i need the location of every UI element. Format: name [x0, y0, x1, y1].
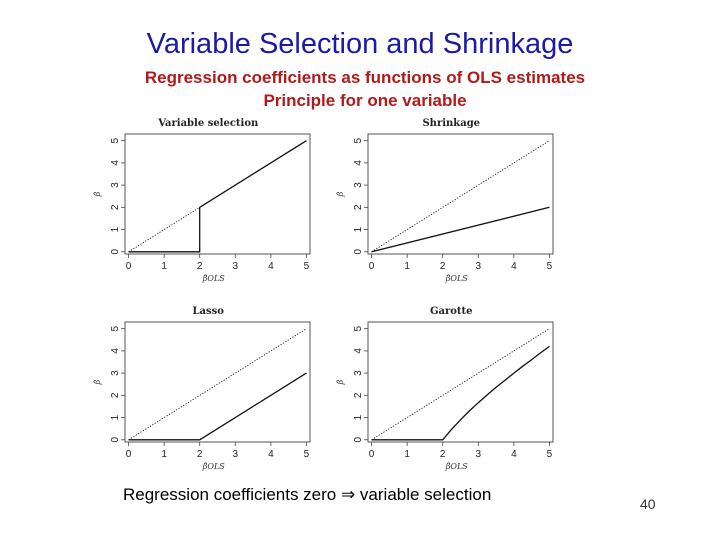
y-axis-label: β̂ [93, 191, 102, 197]
x-tick-label: 0 [369, 449, 375, 460]
x-tick-label: 2 [440, 449, 446, 460]
y-tick-label: 5 [110, 137, 121, 143]
estimator-line [128, 372, 307, 441]
y-tick-label: 1 [353, 414, 364, 420]
x-tick-label: 1 [161, 261, 167, 272]
identity-line [371, 140, 550, 253]
panel-frame [367, 133, 554, 255]
x-tick-label: 2 [440, 261, 446, 272]
x-tick-label: 1 [161, 449, 167, 460]
y-tick-label: 3 [353, 182, 364, 188]
x-tick-label: 5 [304, 449, 310, 460]
identity-line [128, 328, 307, 441]
panel-title: Variable selection [157, 118, 259, 129]
y-tick-label: 4 [353, 348, 364, 354]
x-tick-label: 2 [197, 449, 203, 460]
panel-frame [124, 321, 311, 443]
x-tick-label: 0 [126, 261, 132, 272]
y-tick-label: 2 [110, 204, 121, 210]
y-tick-label: 2 [110, 392, 121, 398]
x-axis-label: β̂OLS [202, 274, 225, 283]
y-tick-label: 5 [353, 137, 364, 143]
y-tick-label: 2 [353, 204, 364, 210]
x-tick-label: 4 [268, 261, 274, 272]
page-number: 40 [640, 496, 656, 512]
y-tick-label: 4 [110, 160, 121, 166]
y-tick-label: 4 [353, 160, 364, 166]
panel-frame [367, 321, 554, 443]
x-tick-label: 1 [404, 449, 410, 460]
panel-title: Garotte [430, 306, 473, 317]
x-tick-label: 4 [268, 449, 274, 460]
x-tick-label: 3 [233, 449, 239, 460]
y-axis-label: β̂ [93, 379, 102, 385]
x-tick-label: 4 [511, 449, 517, 460]
x-axis-label: β̂OLS [445, 462, 468, 471]
panel-3: Lasso 0 1 2 3 4 5 0 1 2 3 4 5 β̂OLS β̂ [93, 306, 311, 471]
x-tick-label: 0 [369, 261, 375, 272]
estimator-line [371, 345, 550, 441]
panel-1: Variable selection 0 1 2 3 4 5 0 1 2 3 4 5 β̂OLS β̂ [93, 118, 311, 283]
slide-caption: Regression coefficients zero ⇒ variable … [123, 485, 492, 504]
panel-title: Shrinkage [422, 118, 480, 129]
panel-4: Garotte 0 1 2 3 4 5 0 1 2 3 4 5 β̂OLS β̂ [336, 306, 554, 471]
slide-title: Variable Selection and Shrinkage [146, 28, 574, 60]
x-tick-label: 3 [476, 261, 482, 272]
panel-2: Shrinkage 0 1 2 3 4 5 0 1 2 3 4 5 β̂OLS β̂ [336, 118, 554, 283]
y-tick-label: 2 [353, 392, 364, 398]
y-tick-label: 3 [110, 370, 121, 376]
y-tick-label: 0 [353, 249, 364, 255]
x-tick-label: 1 [404, 261, 410, 272]
x-axis-label: β̂OLS [445, 274, 468, 283]
estimator-line [371, 206, 550, 253]
y-tick-label: 1 [110, 414, 121, 420]
y-axis-label: β̂ [336, 379, 345, 385]
y-tick-label: 1 [353, 226, 364, 232]
x-tick-label: 0 [126, 449, 132, 460]
y-tick-label: 5 [353, 325, 364, 331]
x-axis-label: β̂OLS [202, 462, 225, 471]
slide-subtitle-line1: Regression coefficients as functions of … [144, 68, 586, 87]
y-axis-label: β̂ [336, 191, 345, 197]
x-tick-label: 5 [304, 261, 310, 272]
x-tick-label: 4 [511, 261, 517, 272]
panel-title: Lasso [193, 306, 225, 317]
y-tick-label: 5 [110, 325, 121, 331]
x-tick-label: 5 [547, 261, 553, 272]
x-tick-label: 2 [197, 261, 203, 272]
y-tick-label: 3 [110, 182, 121, 188]
y-tick-label: 4 [110, 348, 121, 354]
y-tick-label: 1 [110, 226, 121, 232]
y-tick-label: 0 [353, 437, 364, 443]
y-tick-label: 0 [110, 249, 121, 255]
panel-frame [124, 133, 311, 255]
estimator-line [128, 140, 307, 253]
x-tick-label: 3 [476, 449, 482, 460]
y-tick-label: 3 [353, 370, 364, 376]
x-tick-label: 3 [233, 261, 239, 272]
identity-line [371, 328, 550, 441]
x-tick-label: 5 [547, 449, 553, 460]
y-tick-label: 0 [110, 437, 121, 443]
slide-subtitle-line2: Principle for one variable [263, 91, 467, 110]
